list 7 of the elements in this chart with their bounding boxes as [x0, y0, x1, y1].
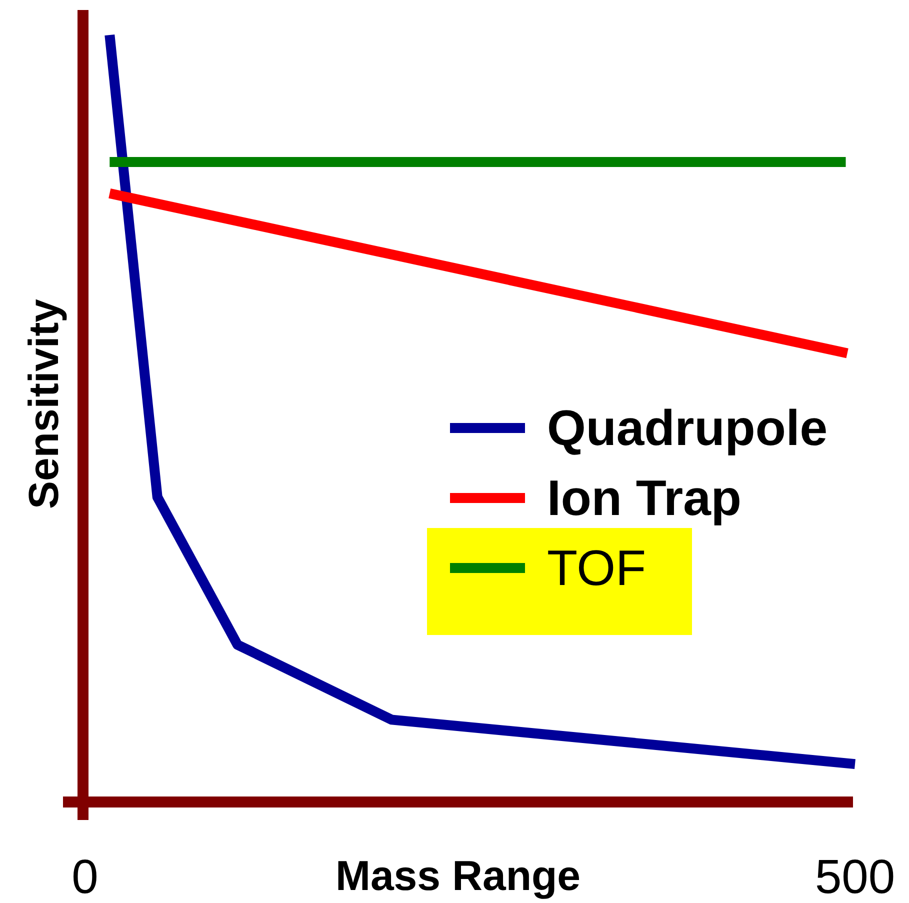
x-tick-label: 500	[814, 851, 896, 903]
legend-label: TOF	[547, 540, 646, 596]
legend-label: Ion Trap	[547, 470, 742, 526]
legend-label: Quadrupole	[547, 400, 828, 456]
x-axis-title: Mass Range	[335, 852, 581, 899]
x-tick-label: 0	[72, 851, 98, 903]
y-axis-title: Sensitivity	[20, 298, 67, 510]
